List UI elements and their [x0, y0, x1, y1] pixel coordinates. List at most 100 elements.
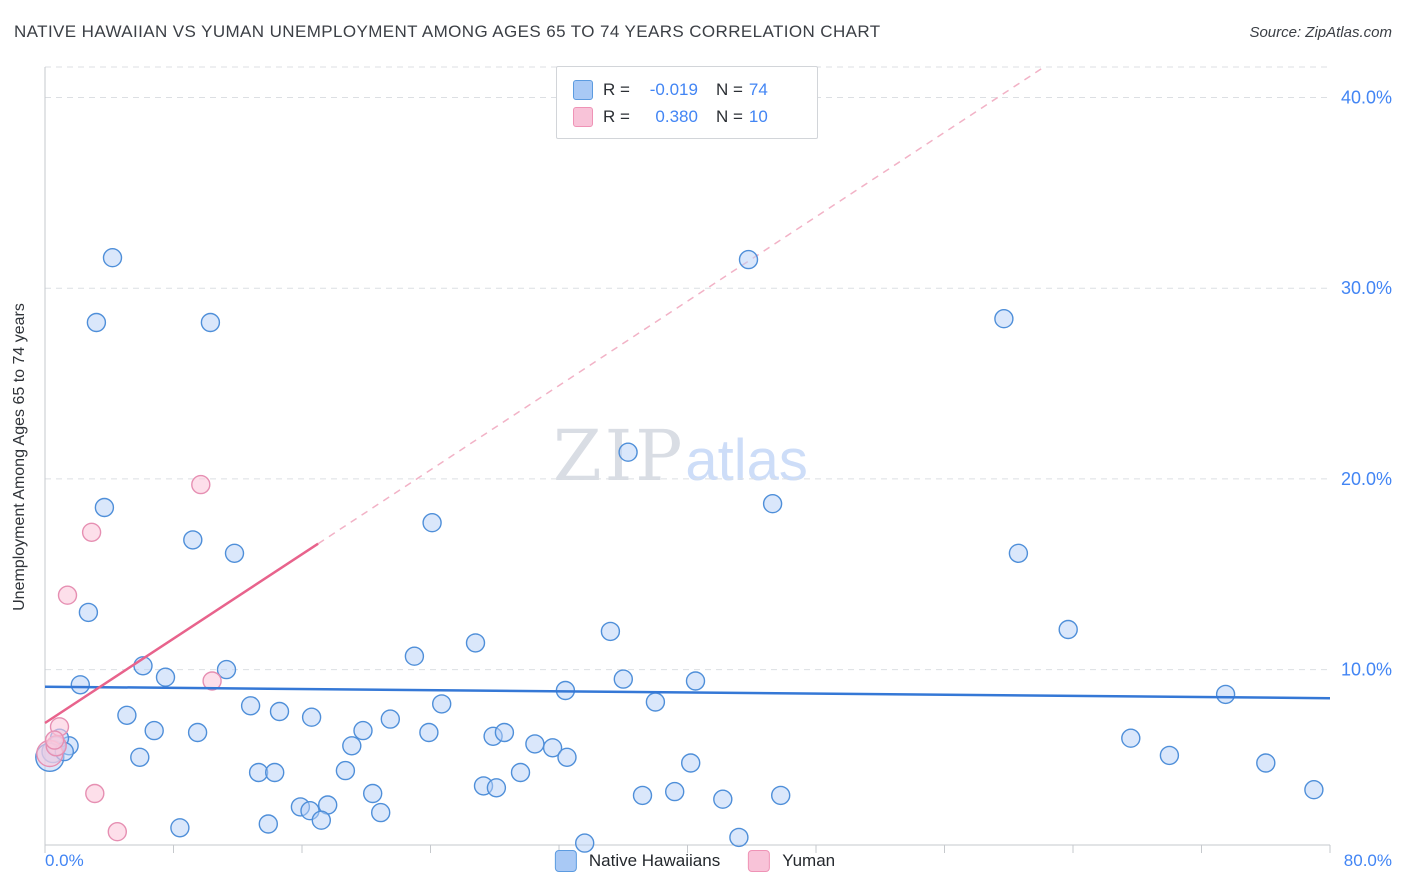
- scatter-point-native-hawaiians: [265, 762, 285, 783]
- scatter-point-native-hawaiians: [729, 827, 749, 848]
- scatter-point-native-hawaiians: [70, 675, 91, 695]
- scatter-point-yuman: [85, 783, 105, 804]
- scatter-point-native-hawaiians: [771, 785, 791, 806]
- yuman-trend-line: [44, 542, 319, 725]
- scatter-point-native-hawaiians: [117, 705, 137, 725]
- scatter-point-native-hawaiians: [216, 659, 237, 680]
- scatter-point-native-hawaiians: [342, 736, 362, 756]
- scatter-point-native-hawaiians: [94, 497, 115, 518]
- scatter-point-native-hawaiians: [419, 722, 439, 743]
- scatter-point-native-hawaiians: [144, 720, 164, 741]
- scatter-point-native-hawaiians: [335, 760, 356, 781]
- scatter-point-yuman: [107, 822, 128, 842]
- y-axis-title: Unemployment Among Ages 65 to 74 years: [11, 303, 28, 611]
- yuman-stats-row: R = 0.380 N = 10: [573, 103, 817, 130]
- scatter-point-native-hawaiians: [380, 709, 400, 729]
- native-hawaiians-stats-row: R = -0.019 N = 74: [573, 76, 817, 103]
- scatter-point-native-hawaiians: [1256, 753, 1276, 773]
- yuman-swatch-icon: [573, 106, 593, 127]
- r-value: 0.380: [655, 106, 698, 126]
- scatter-point-native-hawaiians: [353, 720, 373, 741]
- native-hawaiians-legend-swatch-icon: [554, 850, 577, 872]
- correlation-stats-box: R = -0.019 N = 74 R = 0.380 N = 10: [556, 66, 818, 139]
- scatter-point-native-hawaiians: [645, 692, 666, 712]
- scatter-point-native-hawaiians: [542, 738, 563, 758]
- scatter-point-native-hawaiians: [575, 833, 595, 853]
- y-tick-label: 30.0%: [1341, 278, 1392, 298]
- scatter-point-native-hawaiians: [994, 309, 1014, 329]
- scatter-point-native-hawaiians: [738, 249, 759, 270]
- scatter-point-native-hawaiians: [224, 543, 245, 563]
- scatter-point-native-hawaiians: [301, 707, 322, 727]
- y-tick-label: 40.0%: [1341, 88, 1392, 108]
- scatter-point-native-hawaiians: [632, 785, 653, 806]
- y-tick-label: 20.0%: [1341, 469, 1392, 489]
- scatter-point-native-hawaiians: [170, 818, 190, 838]
- n-value: 74: [748, 79, 768, 99]
- native-hawaiians-trend-line: [44, 685, 1331, 700]
- yuman-legend-label: Yuman: [782, 851, 836, 870]
- scatter-point-native-hawaiians: [600, 621, 621, 642]
- x-axis-max-label: 80.0%: [1343, 851, 1392, 870]
- scatter-point-native-hawaiians: [1215, 684, 1236, 705]
- scatter-point-native-hawaiians: [713, 789, 733, 809]
- scatter-point-native-hawaiians: [422, 513, 442, 533]
- y-tick-label: 10.0%: [1341, 660, 1392, 680]
- scatter-point-native-hawaiians: [258, 814, 278, 834]
- scatter-point-native-hawaiians: [1121, 728, 1141, 748]
- scatter-point-native-hawaiians: [404, 646, 425, 666]
- scatter-point-yuman: [57, 585, 78, 605]
- scatter-point-native-hawaiians: [311, 810, 331, 830]
- scatter-point-native-hawaiians: [525, 734, 545, 754]
- scatter-point-native-hawaiians: [248, 762, 269, 783]
- scatter-point-native-hawaiians: [557, 747, 577, 767]
- scatter-point-native-hawaiians: [155, 667, 176, 687]
- scatter-point-native-hawaiians: [363, 783, 383, 804]
- scatter-point-native-hawaiians: [187, 722, 208, 743]
- chart-title: NATIVE HAWAIIAN VS YUMAN UNEMPLOYMENT AM…: [14, 22, 881, 41]
- scatter-point-native-hawaiians: [130, 747, 150, 767]
- scatter-point-native-hawaiians: [86, 312, 107, 333]
- x-axis-min-label: 0.0%: [45, 851, 84, 870]
- scatter-point-native-hawaiians: [371, 802, 391, 823]
- scatter-point-native-hawaiians: [685, 671, 706, 691]
- native-hawaiians-swatch-icon: [573, 79, 593, 100]
- scatter-point-native-hawaiians: [200, 312, 221, 333]
- scatter-point-native-hawaiians: [1159, 745, 1180, 766]
- scatter-point-native-hawaiians: [102, 248, 123, 268]
- scatter-point-native-hawaiians: [432, 694, 452, 714]
- native-hawaiians-legend-label: Native Hawaiians: [588, 851, 721, 870]
- series-legend: Native Hawaiians Yuman: [554, 850, 851, 872]
- r-value: -0.019: [649, 79, 698, 99]
- yuman-trend-extension: [317, 66, 1045, 545]
- scatter-point-native-hawaiians: [510, 762, 531, 783]
- source-attribution: Source: ZipAtlas.com: [1249, 24, 1392, 41]
- r-label: R =: [603, 79, 630, 99]
- scatter-point-native-hawaiians: [1304, 780, 1324, 800]
- scatter-point-native-hawaiians: [486, 778, 507, 798]
- n-label: N =: [715, 106, 743, 126]
- scatter-point-native-hawaiians: [618, 442, 638, 462]
- scatter-point-native-hawaiians: [613, 669, 633, 689]
- yuman-legend-swatch-icon: [748, 850, 771, 872]
- n-value: 10: [748, 106, 768, 126]
- scatter-point-native-hawaiians: [240, 696, 261, 716]
- scatter-point-yuman: [44, 730, 65, 750]
- scatter-point-native-hawaiians: [494, 722, 515, 743]
- scatter-point-native-hawaiians: [665, 781, 685, 802]
- scatter-point-native-hawaiians: [269, 701, 290, 722]
- r-label: R =: [603, 106, 630, 126]
- scatter-point-native-hawaiians: [78, 602, 99, 623]
- scatter-point-native-hawaiians: [762, 494, 783, 514]
- scatter-point-native-hawaiians: [1008, 543, 1029, 563]
- scatter-point-yuman: [202, 671, 222, 691]
- scatter-point-native-hawaiians: [681, 753, 701, 773]
- n-label: N =: [715, 79, 743, 99]
- scatter-point-yuman: [191, 474, 211, 495]
- scatter-point-native-hawaiians: [465, 633, 486, 653]
- scatter-point-native-hawaiians: [183, 530, 203, 550]
- scatter-point-native-hawaiians: [1058, 619, 1078, 640]
- scatter-point-yuman: [81, 522, 102, 542]
